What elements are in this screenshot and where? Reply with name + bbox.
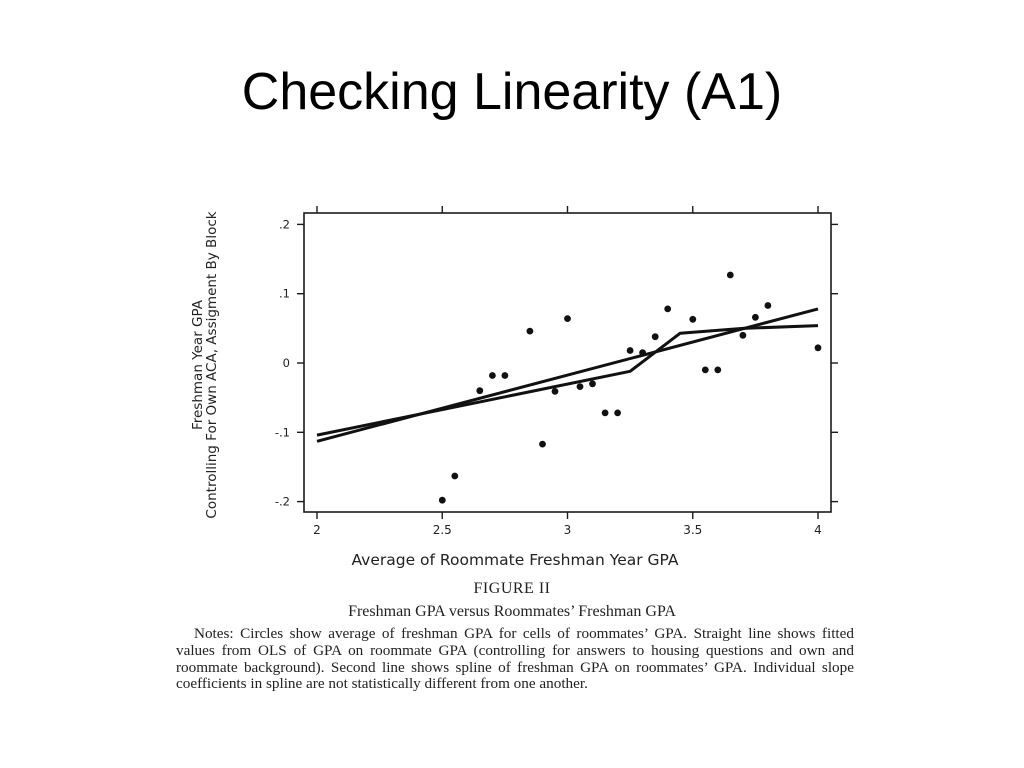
fit-lines xyxy=(316,307,819,443)
y-tick-label: 0 xyxy=(283,356,290,370)
y-tick-label: -.1 xyxy=(275,425,290,439)
x-tick-label: 4 xyxy=(814,523,822,537)
data-point xyxy=(626,347,634,354)
y-tick-label: .1 xyxy=(279,287,290,301)
data-point xyxy=(651,333,659,341)
figure-label: FIGURE II xyxy=(473,580,551,597)
data-point xyxy=(564,315,571,322)
spline-fit-line xyxy=(316,324,819,437)
data-point xyxy=(739,331,747,339)
y-axis-label-line1: Freshman Year GPA xyxy=(190,299,206,430)
data-point xyxy=(576,383,584,390)
data-points xyxy=(438,271,822,504)
figure-title: Freshman GPA versus Roommates’ Freshman … xyxy=(348,603,676,620)
plot-border xyxy=(303,212,832,513)
x-tick-label: 3 xyxy=(564,523,572,537)
data-point xyxy=(714,366,722,374)
x-tick-label: 2 xyxy=(313,523,321,537)
x-tick-label: 2.5 xyxy=(433,523,452,537)
axis-ticks: 2 2.5 3 3.5 4 -.2 -.1 0 .1 .2 xyxy=(275,206,838,537)
figure-notes: Notes: Circles show average of freshman … xyxy=(176,625,854,693)
x-axis-label: Average of Roommate Freshman Year GPA xyxy=(351,551,678,569)
data-point xyxy=(526,327,534,335)
data-point xyxy=(451,472,459,480)
data-point xyxy=(664,305,672,313)
x-tick-label: 3.5 xyxy=(683,523,702,537)
data-point xyxy=(589,380,596,388)
data-point xyxy=(639,349,646,356)
data-point xyxy=(814,344,822,352)
data-point xyxy=(614,409,621,417)
y-tick-label: -.2 xyxy=(275,495,290,509)
data-point xyxy=(539,440,546,448)
y-axis-label-line2: Controlling For Own ACA, Assigment By Bl… xyxy=(204,211,220,518)
plot-frame xyxy=(303,212,832,513)
data-point xyxy=(476,387,484,395)
data-point xyxy=(764,302,772,309)
data-point xyxy=(501,372,509,379)
data-point xyxy=(701,366,709,374)
data-point xyxy=(438,496,446,504)
data-point xyxy=(489,372,496,379)
data-point xyxy=(601,409,609,417)
y-tick-label: .2 xyxy=(279,217,290,231)
data-point xyxy=(551,388,559,395)
axis-labels: Average of Roommate Freshman Year GPA Fr… xyxy=(190,211,679,569)
slide-title: Checking Linearity (A1) xyxy=(241,63,783,121)
data-point xyxy=(726,271,734,279)
data-point xyxy=(752,313,759,321)
data-point xyxy=(689,315,697,323)
